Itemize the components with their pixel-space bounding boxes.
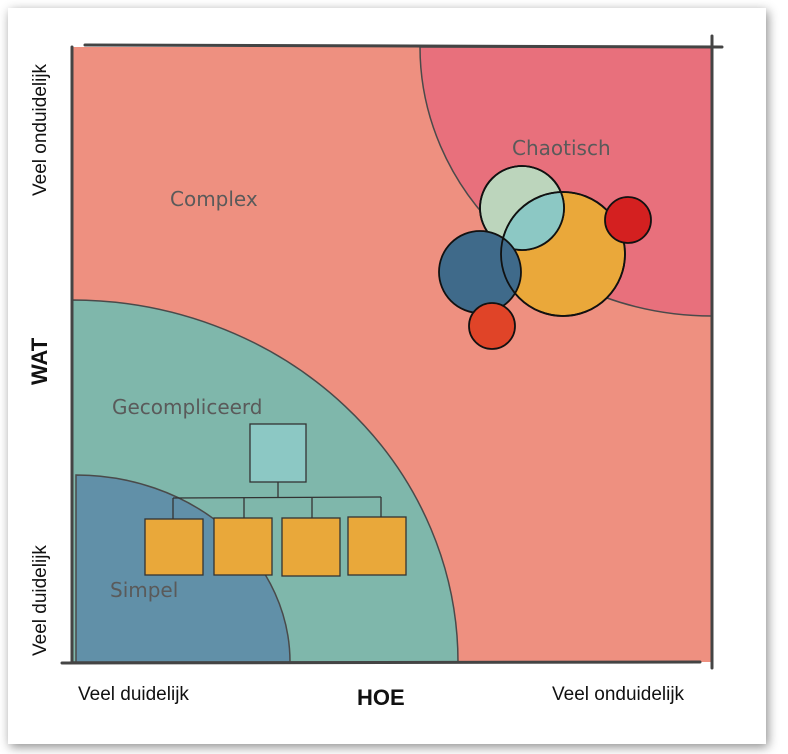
x-axis-right-label: Veel onduidelijk (552, 684, 685, 705)
y-axis-title: WAT (27, 337, 52, 385)
y-axis-top-label: Veel onduidelijk (30, 63, 51, 196)
zone-label-complex: Complex (170, 187, 258, 211)
circle-red (604, 196, 652, 244)
box-1 (144, 518, 204, 576)
box-3 (281, 517, 341, 577)
zone-label-complicated: Gecompliceerd (112, 395, 263, 419)
box-4 (347, 516, 407, 576)
box-2 (213, 517, 273, 576)
x-axis-title: HOE (357, 685, 405, 710)
circle-blue (438, 230, 522, 314)
bottom-axis (60, 660, 702, 665)
circle-orange-red (468, 302, 516, 350)
hierarchy-diagram (144, 423, 407, 577)
chaos-circles (438, 165, 652, 350)
zone-label-chaotic: Chaotisch (512, 136, 611, 160)
box-top (249, 423, 307, 483)
zone-label-simple: Simpel (110, 578, 178, 602)
x-axis-left-label: Veel duidelijk (78, 684, 189, 705)
y-axis-bottom-label: Veel duidelijk (30, 545, 51, 656)
top-border (83, 43, 724, 49)
axes (60, 34, 724, 670)
